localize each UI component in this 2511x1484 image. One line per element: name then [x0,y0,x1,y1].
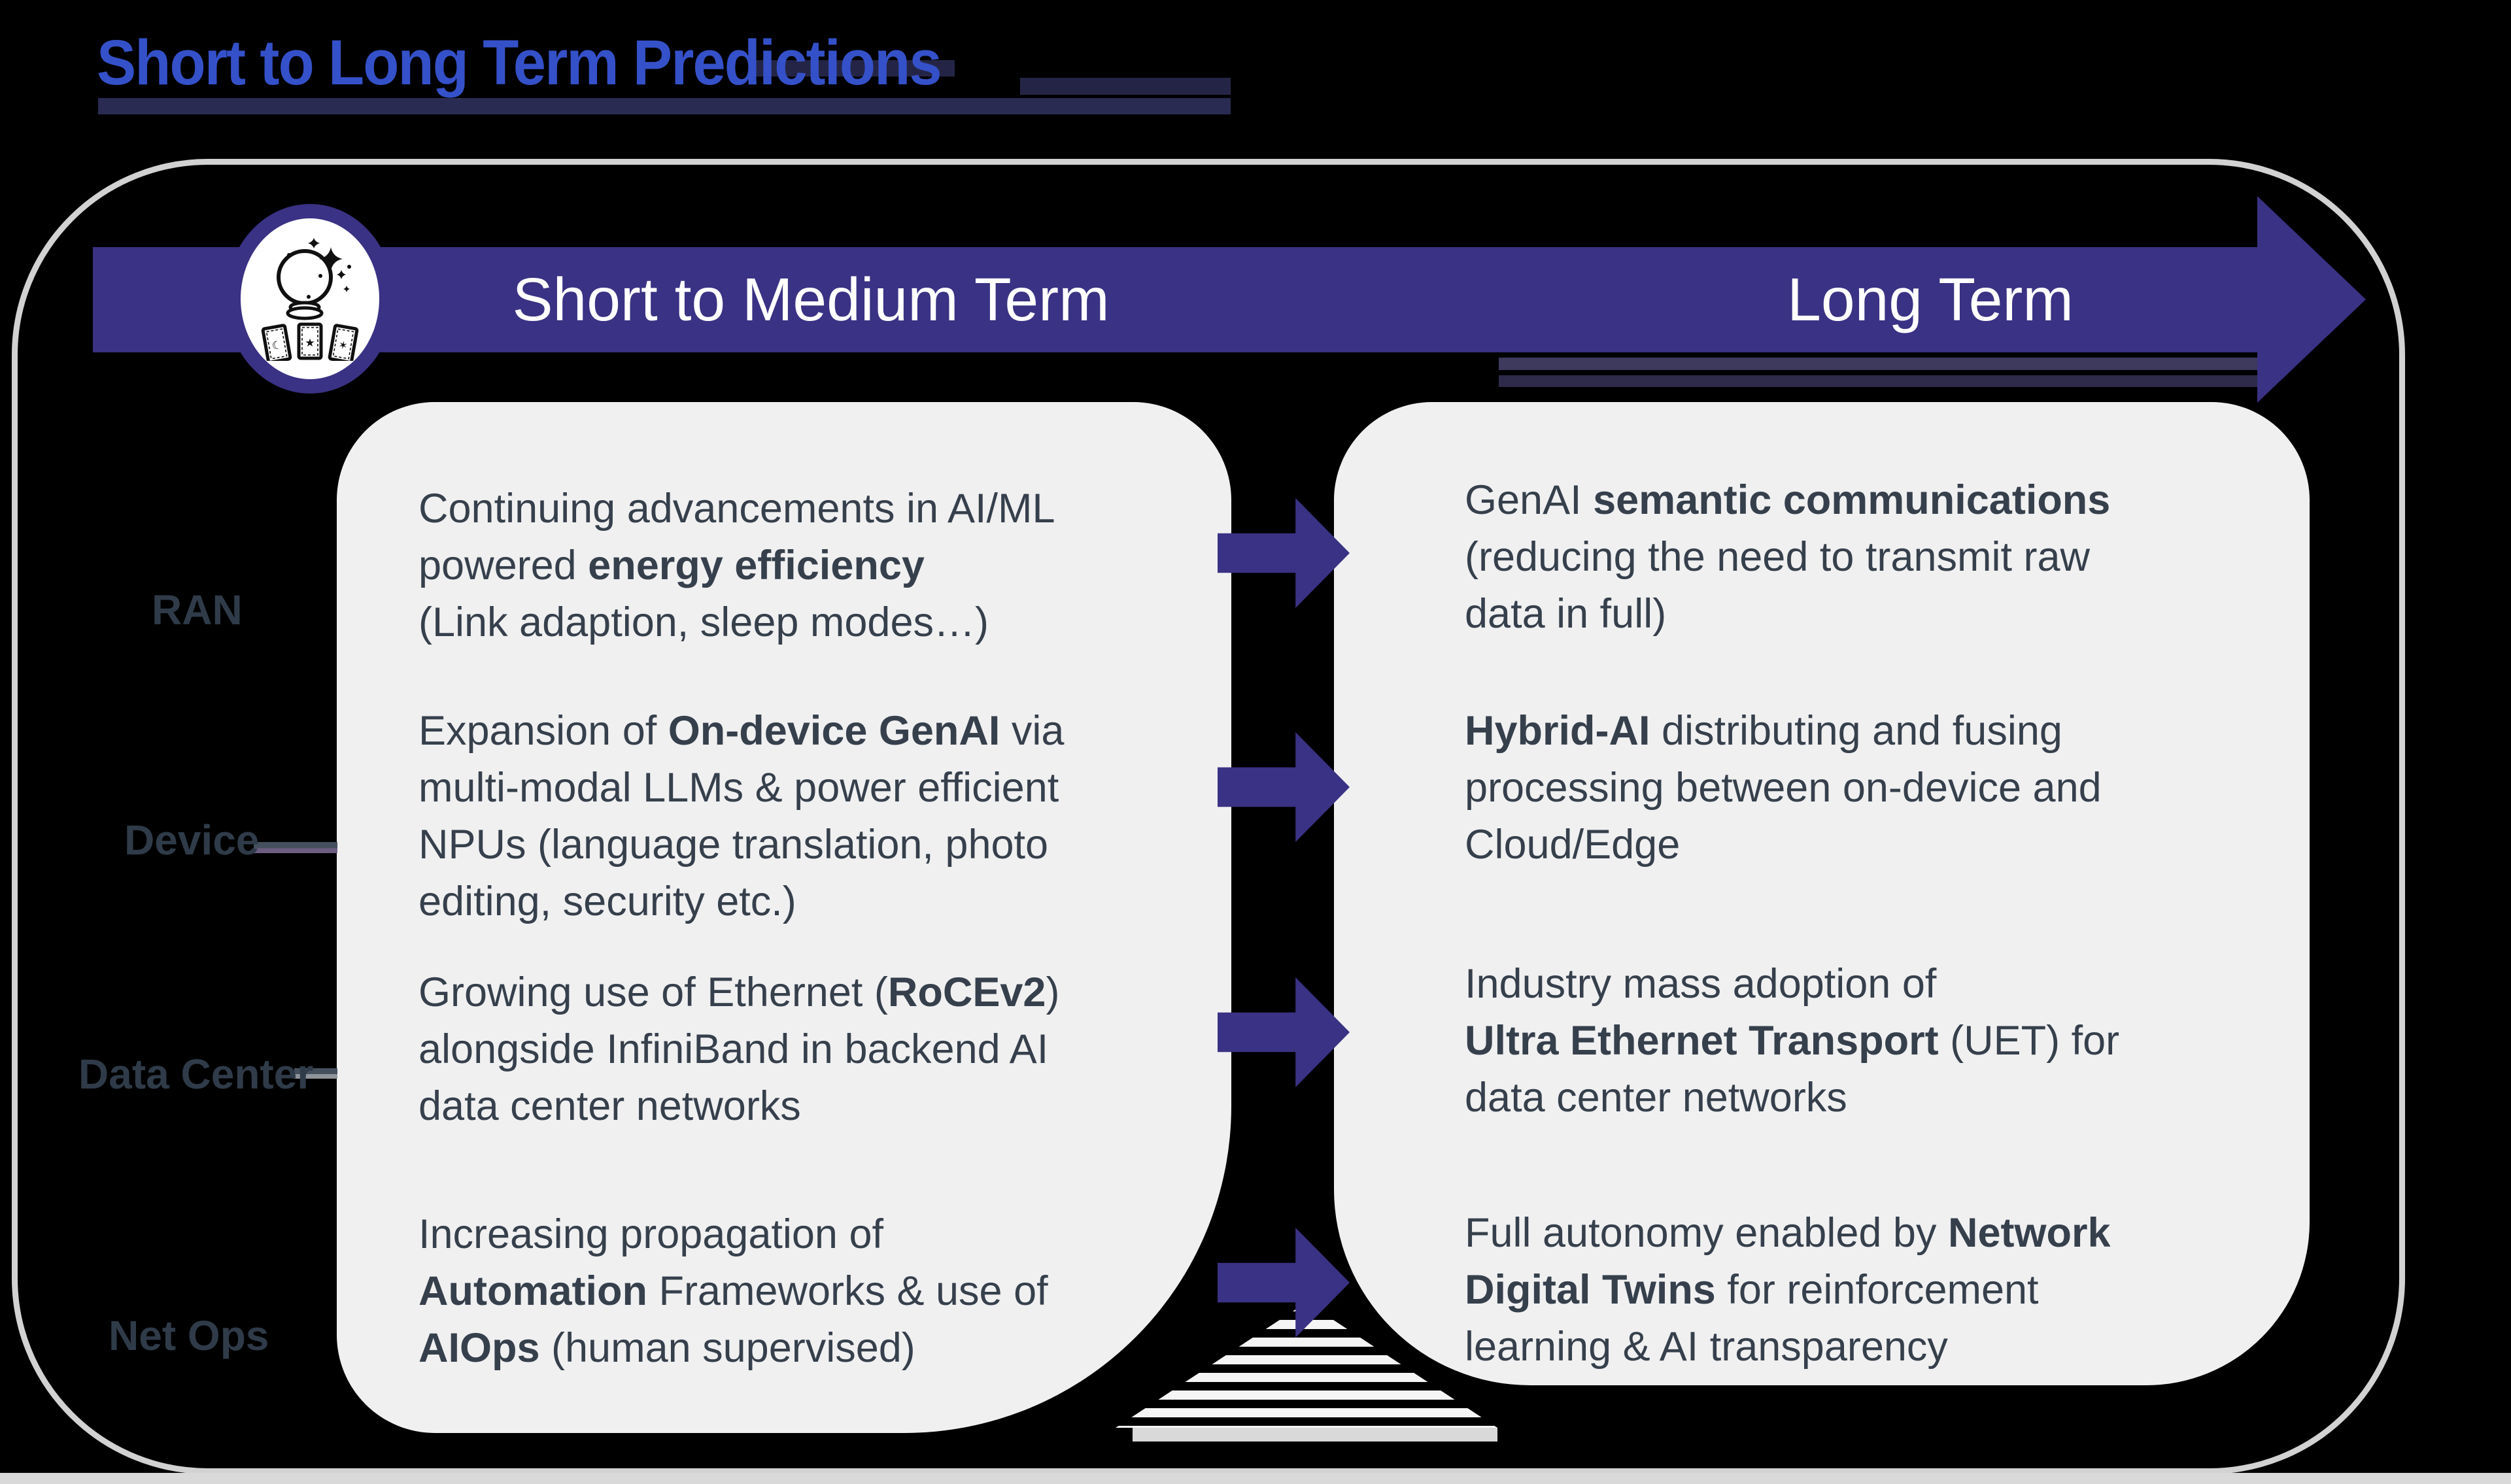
crystal-ball-icon: ☾ ★ ✶ [241,218,379,379]
prediction-long-term-ran: GenAI semantic communications (reducing t… [1465,477,2111,637]
outer-frame [12,159,2405,1474]
prediction-long-term-data-center: Industry mass adoption of Ultra Ethernet … [1465,961,2120,1121]
prediction-long-term-net-ops: Full autonomy enabled by Network Digital … [1465,1210,2111,1370]
device-connector-line [254,842,337,853]
prediction-short-term-device: Expansion of On-device GenAI via multi-mo… [418,708,1065,924]
timeline-banner [93,247,2259,352]
prediction-short-term-ran: Continuing advancements in AI/ML powered … [418,486,1055,645]
title-underline [98,98,1231,114]
short-term-card [337,402,1231,1433]
prediction-short-term-data-center: Growing use of Ethernet (RoCEv2) alongsid… [418,970,1060,1129]
page-title: Short to Long Term Predictions [97,27,942,98]
prediction-short-term-net-ops: Increasing propagation of Automation Fram… [418,1211,1048,1371]
prediction-long-term-device: Hybrid-AI distributing and fusing process… [1465,708,2102,868]
long-term-card [1334,402,2310,1385]
short-to-medium-term-label: Short to Medium Term [512,265,1110,333]
beam-base-decoration [1133,1428,1497,1442]
svg-text:☾: ☾ [271,339,282,353]
category-label-data-center: Data Center [78,1051,314,1098]
bottom-edge-strip [0,1473,2511,1484]
svg-text:✶: ✶ [337,339,349,353]
title-stripe-artifact [1020,78,1231,95]
svg-text:★: ★ [305,337,315,350]
crystal-ball-badge: ☾ ★ ✶ [226,204,394,394]
long-term-label: Long Term [1787,265,2074,333]
banner-shadow-stripe [1499,375,2257,387]
category-label-device: Device [124,817,260,864]
banner-shadow-stripe [1499,358,2257,370]
category-label-ran: RAN [152,586,243,633]
data-center-connector-line [294,1068,337,1079]
category-label-net-ops: Net Ops [109,1312,269,1359]
title-stripe-artifact [752,60,955,76]
